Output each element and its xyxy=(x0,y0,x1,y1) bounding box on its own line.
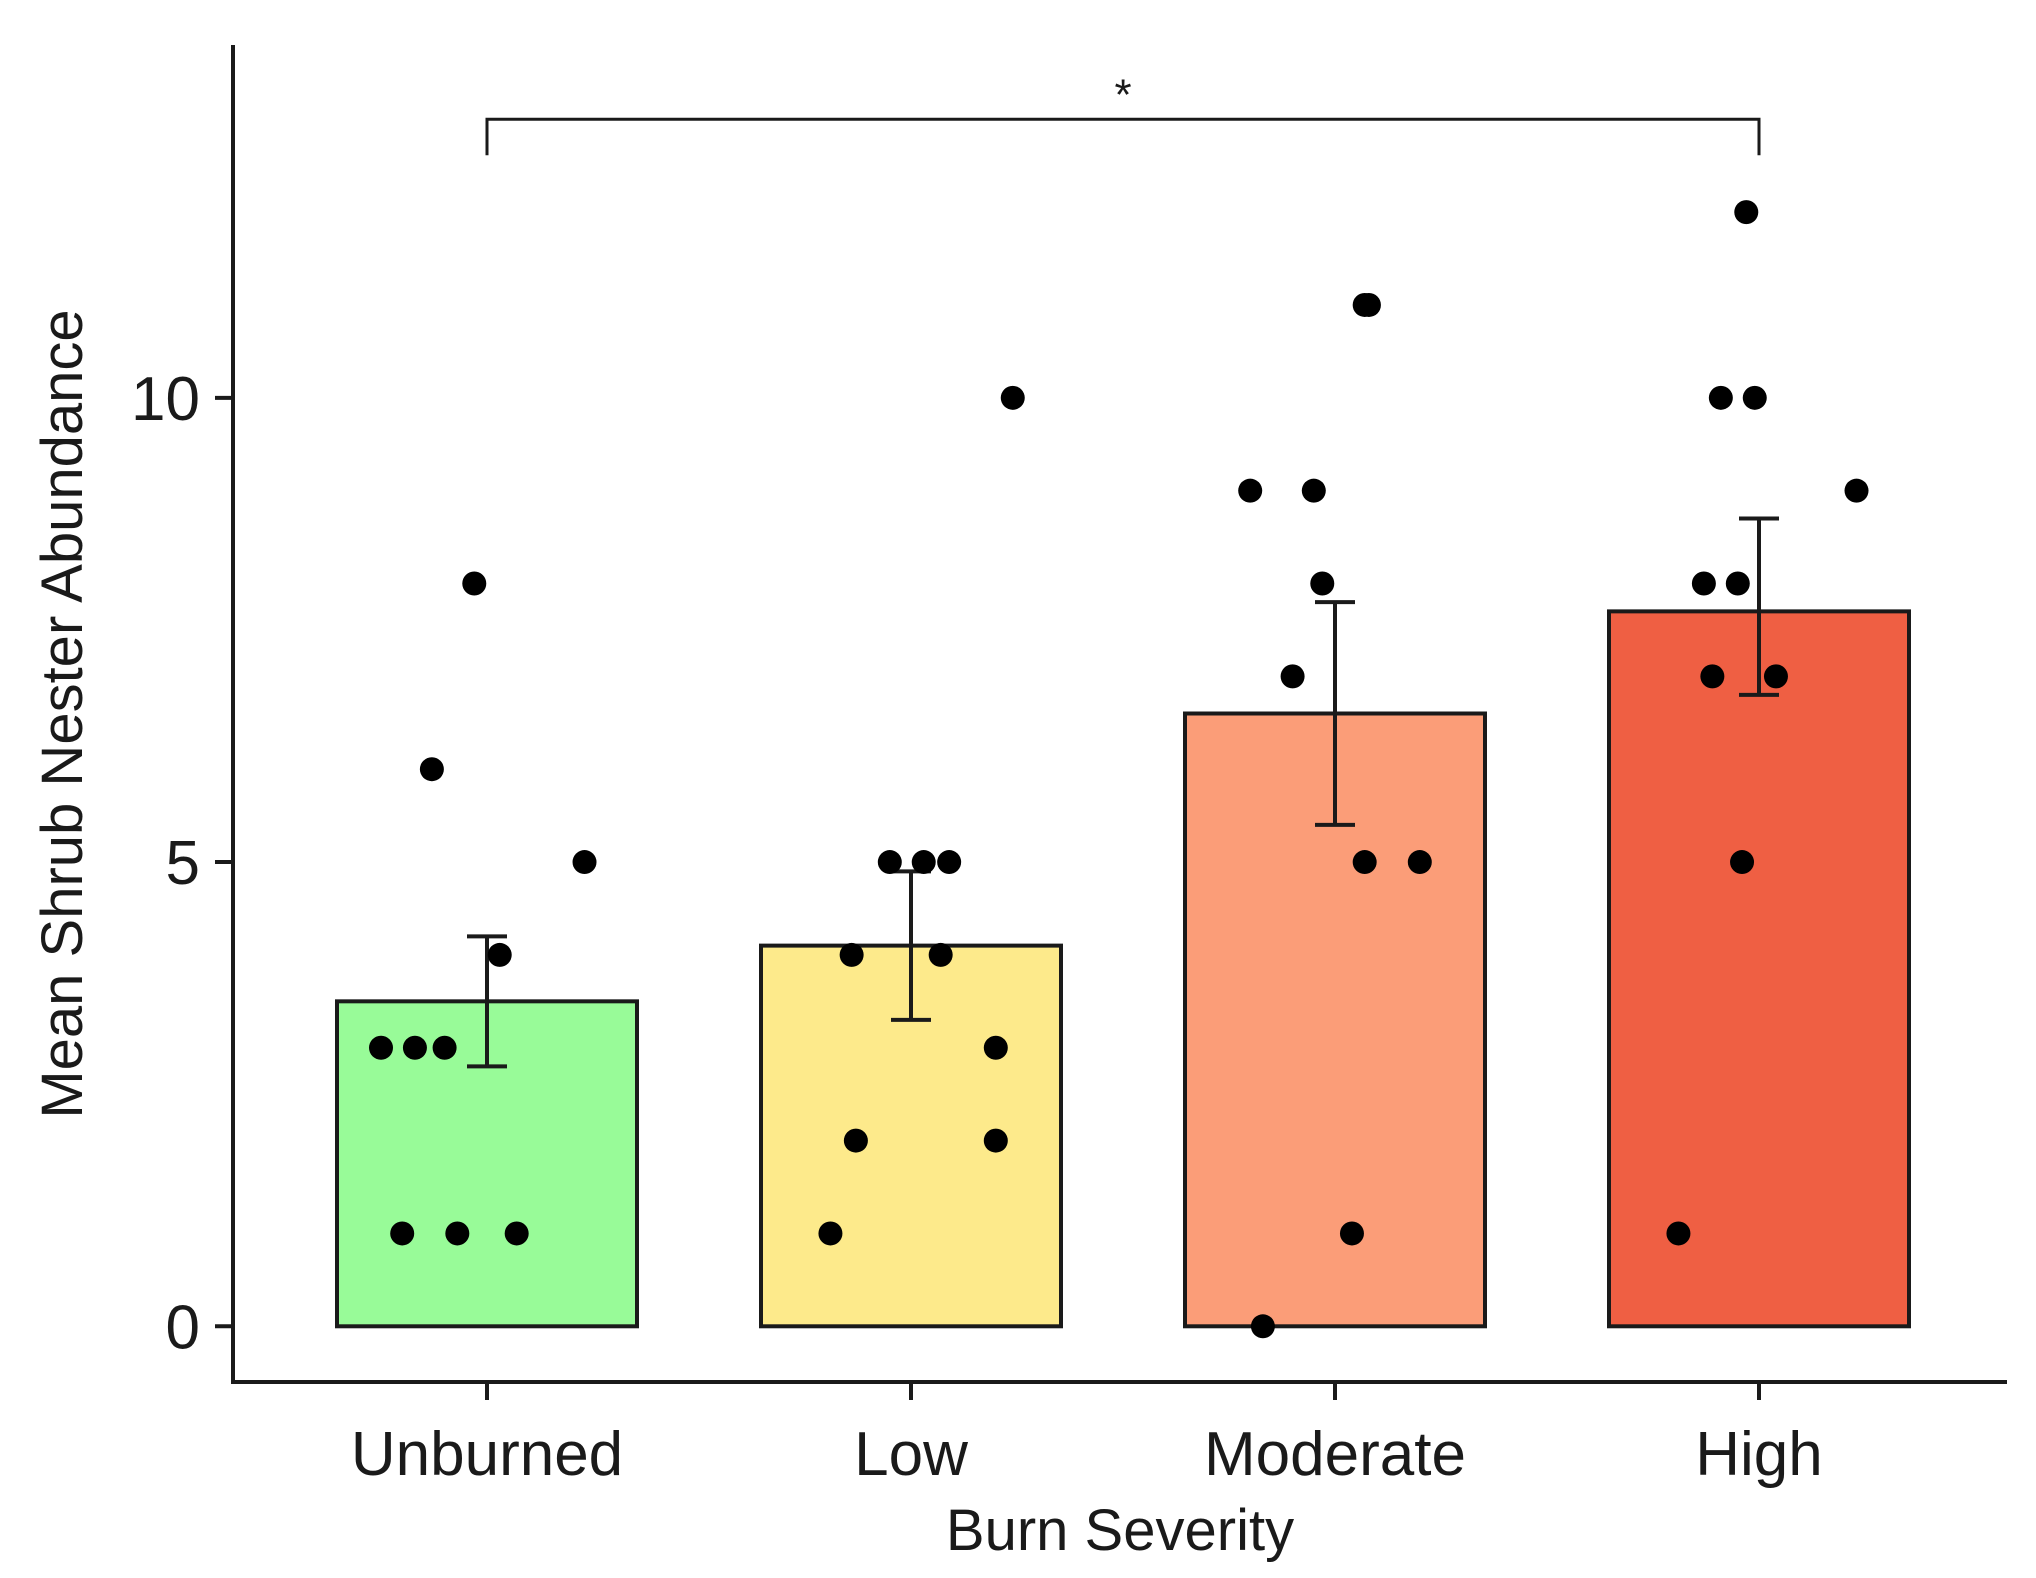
data-point xyxy=(1407,850,1432,875)
y-tick-label: 5 xyxy=(166,829,200,898)
data-point xyxy=(1691,571,1716,596)
error-bars-layer xyxy=(467,516,1779,1069)
data-point xyxy=(1280,664,1305,689)
data-point xyxy=(1844,478,1869,503)
data-point xyxy=(1725,571,1750,596)
y-axis-title: Mean Shrub Nester Abundance xyxy=(30,309,95,1118)
data-point xyxy=(1000,385,1025,410)
data-point xyxy=(390,1221,415,1246)
data-point xyxy=(504,1221,529,1246)
error-bar-unburned xyxy=(467,934,507,1069)
y-tick-label: 10 xyxy=(131,365,200,434)
data-point xyxy=(911,850,936,875)
data-point xyxy=(1734,200,1759,225)
data-point xyxy=(369,1035,393,1060)
x-axis-title: Burn Severity xyxy=(946,1498,1294,1563)
x-tick-label-moderate: Moderate xyxy=(1204,1420,1466,1489)
significance-layer: * xyxy=(485,70,1761,156)
data-point xyxy=(572,850,597,875)
data-point xyxy=(843,1128,868,1153)
data-point xyxy=(1742,385,1767,410)
x-tick-label-high: High xyxy=(1695,1420,1823,1489)
bars-layer xyxy=(335,609,1911,1329)
data-point xyxy=(1708,385,1733,410)
bar-high xyxy=(1607,609,1911,1329)
data-point xyxy=(937,850,962,875)
x-tick-label-unburned: Unburned xyxy=(351,1420,623,1489)
data-point xyxy=(877,850,902,875)
data-point xyxy=(983,1035,1008,1060)
data-point xyxy=(818,1221,843,1246)
data-point xyxy=(1301,478,1326,503)
data-point xyxy=(839,942,864,967)
data-point xyxy=(1339,1221,1364,1246)
data-point xyxy=(1356,292,1381,317)
data-point xyxy=(928,942,953,967)
data-point xyxy=(1310,571,1335,596)
data-point xyxy=(1666,1221,1691,1246)
data-point xyxy=(1238,478,1263,503)
data-point xyxy=(1352,850,1377,875)
data-point xyxy=(445,1221,470,1246)
data-point xyxy=(1700,664,1725,689)
y-tick-label: 0 xyxy=(166,1293,200,1362)
significance-label: * xyxy=(1114,70,1131,119)
data-point xyxy=(432,1035,457,1060)
error-bar-high xyxy=(1739,516,1779,697)
data-point xyxy=(983,1128,1008,1153)
axes-layer xyxy=(231,45,2007,1384)
data-point xyxy=(462,571,487,596)
x-tick-label-low: Low xyxy=(854,1420,968,1489)
data-point xyxy=(1730,850,1755,875)
data-point xyxy=(1763,664,1788,689)
error-bar-moderate xyxy=(1315,600,1355,827)
data-point xyxy=(419,757,444,782)
significance-bracket xyxy=(485,117,1761,156)
ticks-layer: Unburned Low Moderate High 0 5 10 xyxy=(131,365,1823,1489)
data-point xyxy=(1250,1314,1275,1339)
data-point xyxy=(487,942,512,967)
data-point xyxy=(402,1035,427,1060)
points-layer xyxy=(369,200,1869,1339)
